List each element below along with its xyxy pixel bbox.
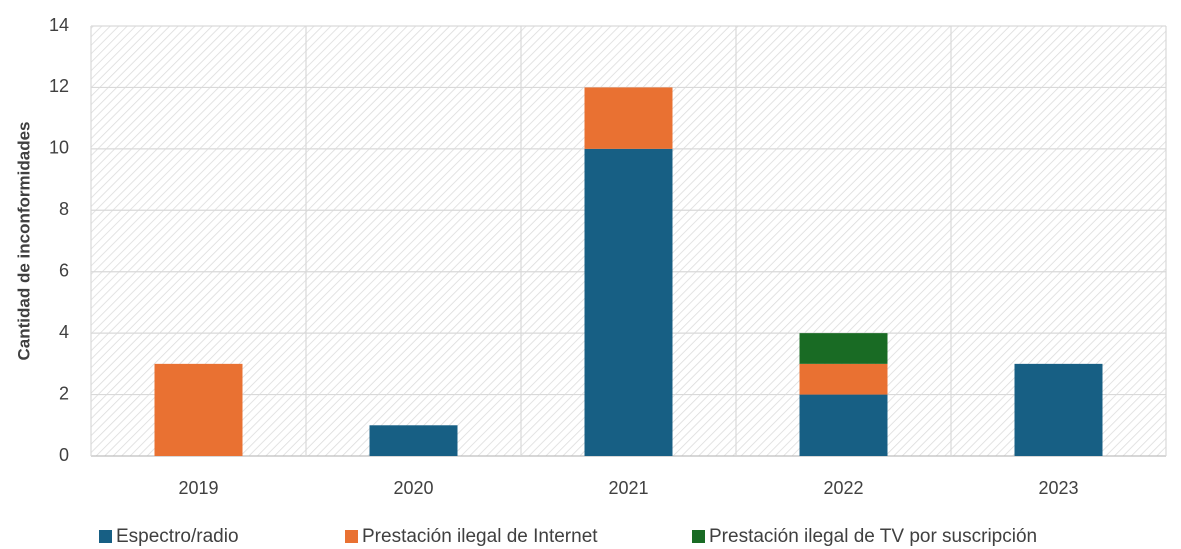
bar-segment: [799, 394, 888, 456]
y-tick-label: 8: [59, 199, 69, 219]
legend-swatch: [99, 530, 112, 543]
bars: [154, 87, 1103, 456]
bar-segment: [799, 363, 888, 395]
legend-label: Prestación ilegal de Internet: [362, 526, 598, 547]
y-tick-label: 12: [49, 76, 69, 96]
y-axis-label: Cantidad de inconformidades: [14, 122, 33, 361]
bar-segment: [1014, 363, 1103, 456]
x-tick-label: 2020: [393, 478, 433, 498]
legend-label: Prestación ilegal de TV por suscripción: [709, 526, 1037, 547]
x-tick-labels: 2019 2020 2021 2022 2023: [178, 478, 1078, 498]
bar-segment: [584, 148, 673, 456]
x-tick-label: 2021: [608, 478, 648, 498]
legend: Espectro/radio Prestación ilegal de Inter…: [99, 526, 1037, 547]
bar-segment: [369, 425, 458, 456]
y-tick-label: 6: [59, 260, 69, 280]
x-tick-label: 2023: [1038, 478, 1078, 498]
legend-label: Espectro/radio: [116, 526, 239, 547]
y-tick-label: 10: [49, 138, 69, 158]
y-tick-label: 14: [49, 15, 69, 35]
y-tick-labels: 0 2 4 6 8 10 12 14: [49, 15, 69, 465]
bar-segment: [154, 363, 243, 456]
legend-swatch: [345, 530, 358, 543]
bar-segment: [584, 87, 673, 149]
y-tick-label: 0: [59, 445, 69, 465]
legend-swatch: [692, 530, 705, 543]
y-tick-label: 4: [59, 322, 69, 342]
x-tick-label: 2022: [823, 478, 863, 498]
bar-segment: [799, 333, 888, 364]
x-tick-label: 2019: [178, 478, 218, 498]
y-tick-label: 2: [59, 383, 69, 403]
